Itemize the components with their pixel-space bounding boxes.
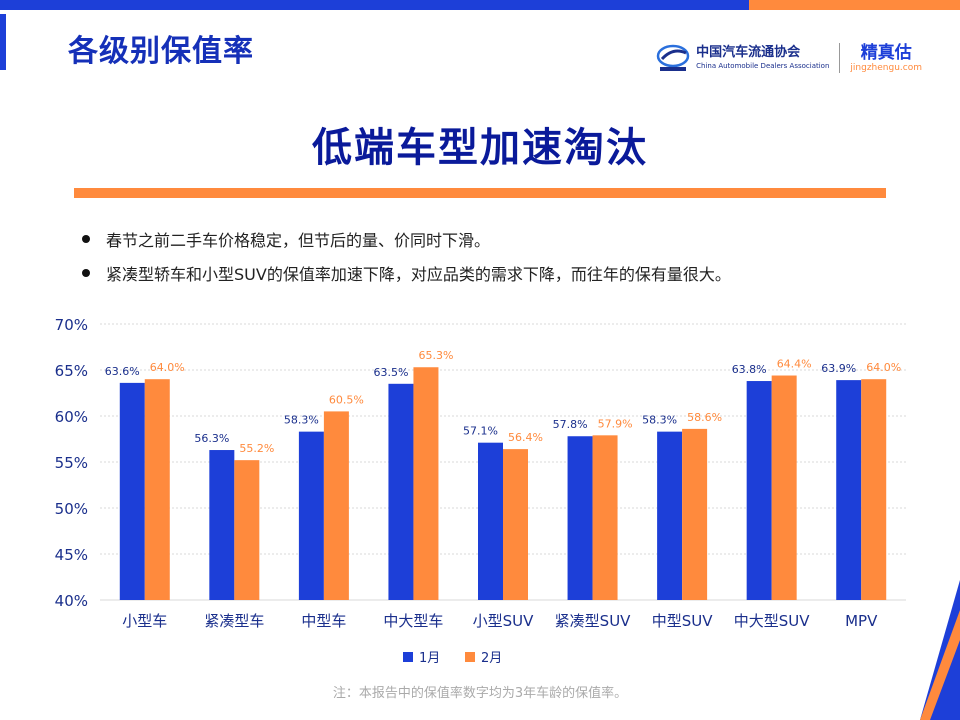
x-tick-label: 中大型车 [383, 612, 443, 630]
bar-jan [388, 383, 414, 600]
bar-jan [119, 382, 145, 600]
bar-feb [771, 375, 797, 600]
headline: 低端车型加速淘汰 [312, 125, 648, 171]
bar-feb [234, 460, 260, 600]
bar-jan [478, 442, 503, 600]
bar-jan [209, 450, 235, 600]
data-label: 64.0% [150, 361, 185, 374]
brand-logo: 精真估 jingzhengu.com [850, 43, 922, 74]
legend-label: 2月 [481, 651, 502, 666]
bullet-list: 春节之前二手车价格稳定，但节后的量、价同时下滑。 紧凑型轿车和小型SUV的保值率… [82, 222, 731, 290]
data-label: 63.6% [105, 365, 140, 378]
legend-swatch [403, 652, 413, 662]
footnote: 注：本报告中的保值率数字均为3年车龄的保值率。 [332, 686, 628, 701]
bar-jan [298, 431, 324, 600]
page-title: 各级别保值率 [68, 34, 254, 69]
y-tick-label: 40% [55, 592, 88, 610]
bar-feb [503, 449, 528, 600]
corner-decoration [920, 580, 960, 720]
bullet-dot-icon [82, 235, 90, 243]
x-tick-label: 中型车 [301, 612, 346, 630]
data-label: 63.8% [732, 363, 767, 376]
data-label: 64.4% [777, 358, 812, 371]
bar-jan [836, 380, 862, 600]
data-label: 58.3% [642, 414, 677, 427]
data-label: 60.5% [329, 393, 364, 406]
bullet-text: 春节之前二手车价格稳定，但节后的量、价同时下滑。 [106, 231, 491, 250]
bar-chart: 40% 45% 50% 55% 60% 65% 70% 63.6% 64.0% 小型车 56.3% 5… [55, 316, 906, 666]
y-tick-label: 50% [55, 500, 88, 518]
top-accent-bar [0, 0, 960, 10]
legend-swatch [465, 652, 475, 662]
data-label: 57.8% [553, 418, 588, 431]
bullet-dot-icon [82, 269, 90, 277]
bar-feb [323, 411, 349, 600]
bar-feb [861, 379, 887, 600]
brand-name: 精真估 [860, 42, 912, 63]
data-label: 63.5% [373, 366, 408, 379]
data-label: 55.2% [239, 442, 274, 455]
association-name-en: China Automobile Dealers Association [696, 62, 830, 70]
y-tick-label: 70% [55, 316, 88, 334]
legend-label: 1月 [419, 651, 440, 666]
y-tick-label: 60% [55, 408, 88, 426]
x-tick-label: 紧凑型车 [204, 612, 264, 630]
logo-divider [839, 43, 841, 73]
brand-url: jingzhengu.com [850, 62, 922, 73]
logo-area: 中国汽车流通协会 China Automobile Dealers Associ… [656, 38, 922, 78]
x-tick-label: 中型SUV [652, 612, 714, 630]
bullet-item: 春节之前二手车价格稳定，但节后的量、价同时下滑。 [82, 222, 731, 256]
data-label: 64.0% [866, 361, 901, 374]
bullet-text: 紧凑型轿车和小型SUV的保值率加速下降，对应品类的需求下降，而往年的保有量很大。 [106, 265, 731, 284]
association-logo: 中国汽车流通协会 China Automobile Dealers Associ… [656, 43, 829, 73]
bar-jan [657, 431, 683, 600]
x-tick-label: 中大型SUV [734, 612, 811, 630]
bar-feb [144, 379, 170, 600]
association-emblem-icon [656, 44, 690, 71]
data-label: 58.3% [284, 414, 319, 427]
bar-feb [413, 367, 439, 600]
data-label: 63.9% [821, 362, 856, 375]
bar-feb [592, 435, 618, 600]
left-accent-bar [0, 14, 6, 70]
x-tick-label: 紧凑型SUV [555, 612, 632, 630]
x-tick-label: 小型SUV [473, 612, 535, 630]
bar-feb [682, 428, 708, 600]
data-label: 57.1% [463, 425, 498, 438]
data-label: 65.3% [418, 349, 453, 362]
association-name-cn: 中国汽车流通协会 [696, 45, 801, 60]
data-label: 58.6% [687, 411, 722, 424]
y-tick-label: 45% [55, 546, 88, 564]
bar-jan [567, 436, 593, 600]
bar-jan [746, 381, 772, 600]
headline-underline [74, 188, 886, 198]
y-tick-label: 55% [55, 454, 88, 472]
bullet-item: 紧凑型轿车和小型SUV的保值率加速下降，对应品类的需求下降，而往年的保有量很大。 [82, 256, 731, 290]
data-label: 57.9% [598, 417, 633, 430]
data-label: 56.3% [194, 432, 229, 445]
data-label: 56.4% [508, 431, 543, 444]
x-tick-label: 小型车 [122, 612, 167, 630]
y-tick-label: 65% [55, 362, 88, 380]
x-tick-label: MPV [845, 612, 878, 630]
